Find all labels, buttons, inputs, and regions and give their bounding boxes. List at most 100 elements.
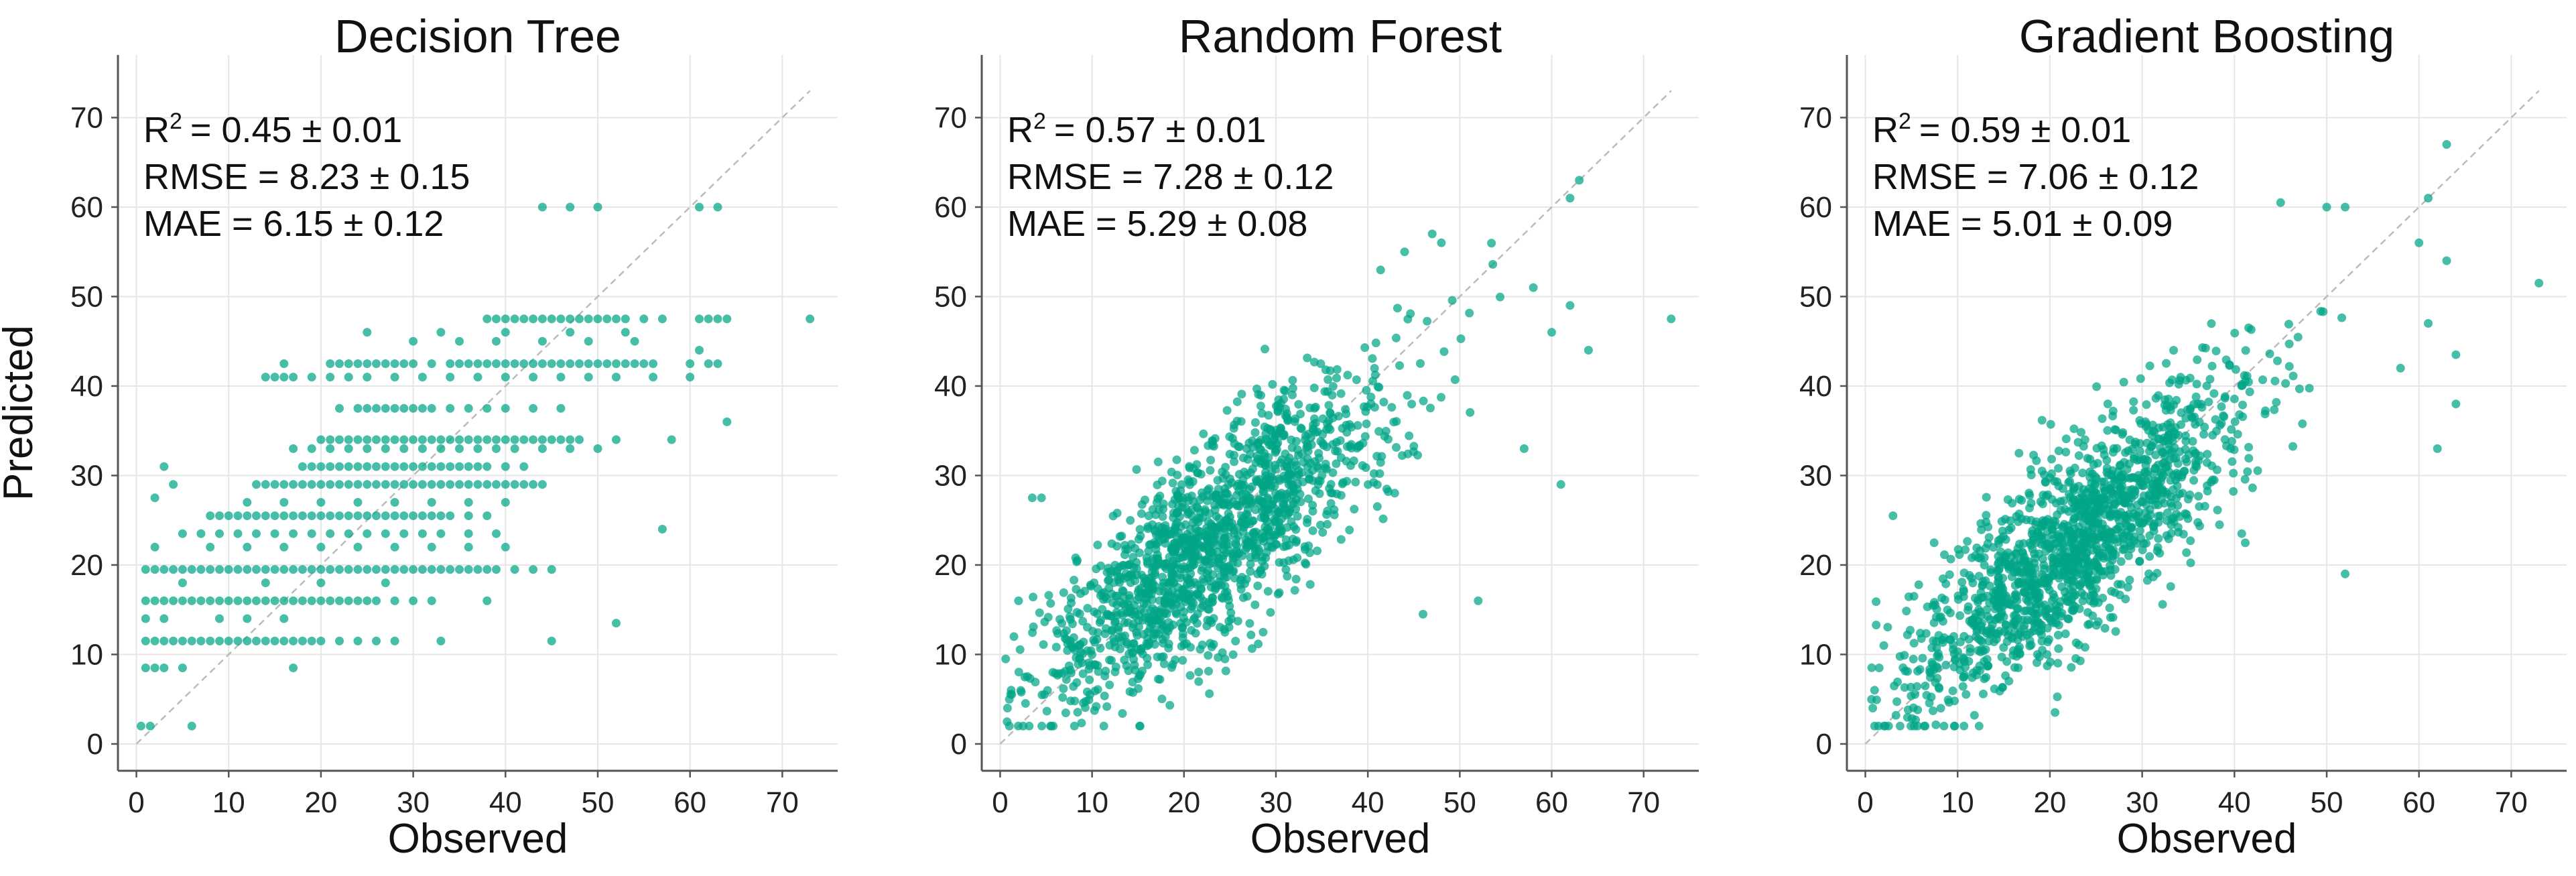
data-point: [501, 480, 510, 489]
data-point: [1868, 704, 1878, 712]
data-point: [2136, 477, 2145, 486]
data-point: [1360, 402, 1368, 412]
data-point: [372, 636, 381, 645]
data-point: [1144, 640, 1153, 649]
data-point: [2141, 417, 2150, 426]
data-point: [1940, 550, 1949, 560]
data-point: [1332, 438, 1341, 447]
data-point: [178, 578, 187, 588]
data-point: [335, 480, 344, 489]
data-point: [2047, 454, 2056, 464]
data-point: [363, 435, 372, 444]
y-tick-label: 60: [70, 191, 103, 224]
data-point: [519, 314, 529, 324]
data-point: [1260, 511, 1269, 520]
data-point: [2124, 532, 2134, 542]
data-point: [2162, 359, 2171, 368]
data-point: [1110, 618, 1119, 627]
data-point: [2083, 454, 2092, 463]
data-point: [1224, 501, 1234, 510]
data-point: [1999, 531, 2008, 541]
data-point: [316, 565, 326, 574]
data-point: [1943, 605, 1952, 615]
data-point: [1961, 545, 1970, 554]
data-point: [316, 480, 326, 489]
data-point: [2036, 497, 2045, 506]
data-point: [1132, 465, 1141, 474]
data-point: [1129, 639, 1138, 648]
data-point: [2015, 642, 2024, 651]
data-point: [372, 565, 381, 574]
data-point: [556, 435, 566, 444]
points: [1001, 176, 1676, 731]
data-point: [1305, 403, 1315, 413]
data-point: [307, 511, 316, 520]
data-point: [556, 373, 566, 382]
data-point: [1159, 652, 1168, 662]
data-point: [436, 444, 446, 453]
data-point: [1093, 628, 1102, 637]
data-point: [1059, 588, 1068, 597]
data-point: [427, 435, 436, 444]
data-point: [1088, 650, 1096, 660]
data-point: [2129, 405, 2138, 415]
data-point: [1206, 639, 1215, 648]
data-point: [2028, 608, 2038, 617]
data-point: [2132, 501, 2142, 509]
data-point: [806, 314, 815, 324]
data-point: [2169, 346, 2178, 355]
data-point: [145, 721, 155, 731]
data-point: [2071, 638, 2081, 647]
data-point: [2069, 424, 2079, 434]
data-point: [464, 542, 473, 552]
data-point: [2100, 623, 2110, 633]
data-point: [2097, 441, 2106, 450]
data-point: [1007, 686, 1016, 695]
data-point: [1879, 721, 1888, 731]
x-tick-label: 60: [2402, 786, 2435, 819]
data-point: [2158, 600, 2167, 609]
data-point: [233, 636, 243, 645]
y-tick-label: 60: [1799, 191, 1832, 224]
data-point: [1309, 383, 1319, 393]
data-point: [2211, 347, 2221, 356]
data-point: [1959, 585, 1968, 595]
data-point: [2066, 469, 2075, 479]
data-point: [2451, 399, 2461, 409]
data-point: [2227, 425, 2236, 434]
data-point: [1061, 675, 1071, 684]
data-point: [1345, 420, 1354, 429]
data-point: [326, 444, 335, 453]
data-point: [1125, 687, 1135, 696]
data-point: [537, 444, 547, 453]
data-point: [1353, 421, 1362, 430]
data-point: [1273, 406, 1283, 416]
data-point: [1370, 403, 1379, 412]
data-point: [2188, 437, 2197, 446]
data-point: [695, 314, 704, 324]
data-point: [1153, 555, 1163, 564]
data-point: [1028, 628, 1037, 637]
data-point: [1961, 663, 1970, 672]
data-point: [1245, 497, 1254, 506]
data-point: [2233, 430, 2242, 439]
data-point: [510, 565, 519, 574]
data-point: [399, 444, 409, 453]
data-point: [2281, 379, 2291, 388]
data-point: [464, 359, 473, 369]
data-point: [704, 314, 713, 324]
data-point: [1236, 575, 1245, 584]
data-point: [1237, 389, 1246, 399]
data-point: [2253, 466, 2262, 475]
data-point: [1290, 417, 1299, 426]
data-point: [1155, 675, 1165, 684]
data-point: [1400, 247, 1409, 257]
data-point: [584, 373, 593, 382]
data-point: [2035, 592, 2044, 601]
data-point: [1161, 599, 1170, 609]
data-point: [399, 435, 409, 444]
data-point: [2037, 523, 2046, 531]
x-tick-label: 10: [212, 786, 245, 819]
data-point: [464, 480, 473, 489]
data-point: [2074, 451, 2083, 460]
